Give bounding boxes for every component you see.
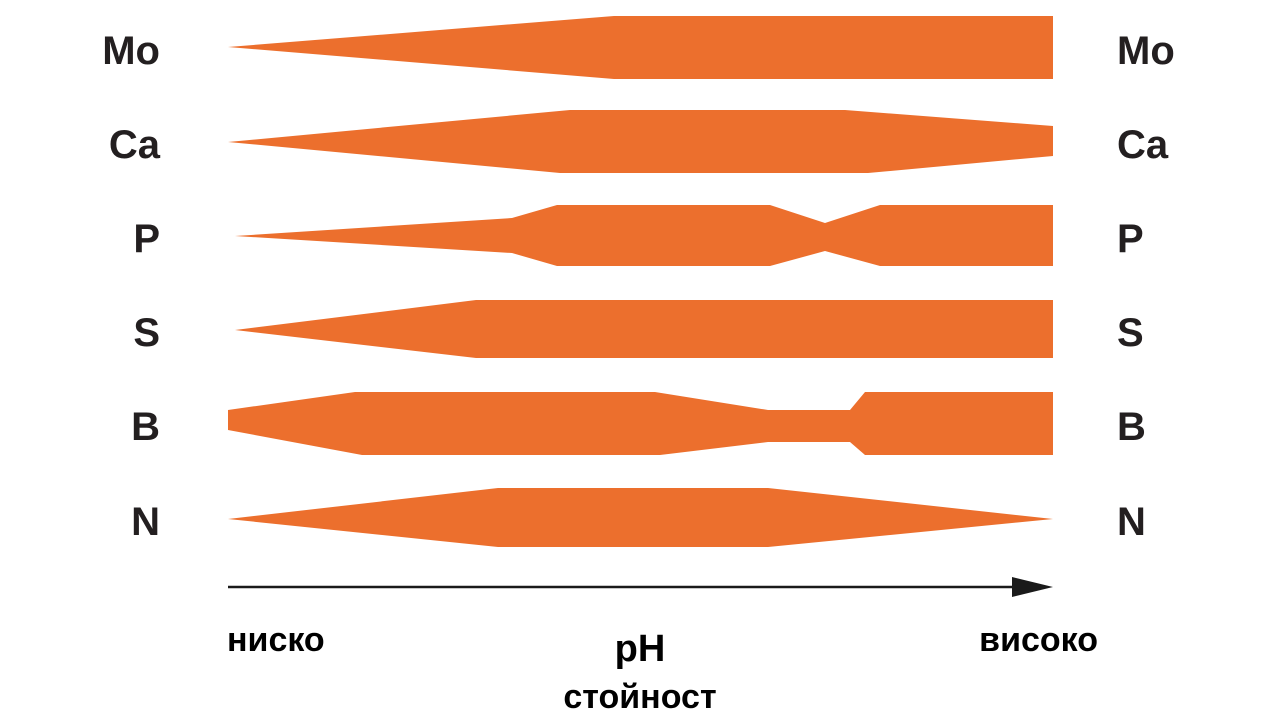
row-p: P P bbox=[133, 205, 1144, 266]
left-label-p: P bbox=[133, 217, 160, 261]
row-ca: Ca Ca bbox=[109, 110, 1169, 173]
left-label-b: B bbox=[131, 405, 160, 449]
axis-title-stoinost: стойност bbox=[563, 678, 716, 716]
axis-high-label: високо bbox=[979, 621, 1098, 659]
right-label-b: B bbox=[1117, 405, 1146, 449]
axis-title-ph: pH bbox=[615, 628, 666, 670]
axis-low-label: ниско bbox=[227, 621, 325, 659]
row-mo: Mo Mo bbox=[102, 16, 1175, 79]
right-label-s: S bbox=[1117, 311, 1144, 355]
row-b: B B bbox=[131, 392, 1146, 455]
left-label-mo: Mo bbox=[102, 29, 160, 73]
row-n: N N bbox=[131, 488, 1146, 547]
band-p bbox=[235, 205, 1053, 266]
band-b bbox=[228, 392, 1053, 455]
ph-axis-arrow bbox=[228, 577, 1053, 597]
row-s: S S bbox=[133, 300, 1144, 358]
band-n bbox=[228, 488, 1053, 547]
band-s bbox=[235, 300, 1053, 358]
right-label-ca: Ca bbox=[1117, 123, 1169, 167]
right-label-p: P bbox=[1117, 217, 1144, 261]
right-label-mo: Mo bbox=[1117, 29, 1175, 73]
band-mo bbox=[228, 16, 1053, 79]
band-ca bbox=[228, 110, 1053, 173]
left-label-n: N bbox=[131, 500, 160, 544]
arrowhead-icon bbox=[1012, 577, 1053, 597]
left-label-ca: Ca bbox=[109, 123, 161, 167]
right-label-n: N bbox=[1117, 500, 1146, 544]
left-label-s: S bbox=[133, 311, 160, 355]
